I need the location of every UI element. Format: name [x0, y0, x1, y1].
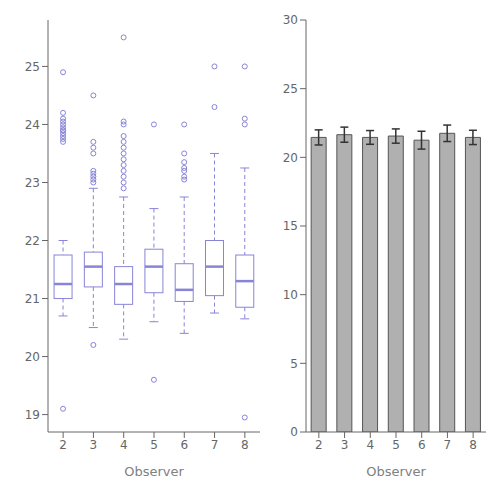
svg-text:20: 20	[283, 151, 298, 165]
svg-text:2: 2	[315, 438, 323, 452]
svg-text:Observer: Observer	[366, 464, 426, 479]
svg-text:3: 3	[341, 438, 349, 452]
svg-text:24: 24	[25, 118, 40, 132]
svg-text:10: 10	[283, 288, 298, 302]
svg-text:23: 23	[25, 176, 40, 190]
svg-text:7: 7	[211, 438, 219, 452]
svg-text:20: 20	[25, 350, 40, 364]
svg-text:8: 8	[241, 438, 249, 452]
svg-text:8: 8	[469, 438, 477, 452]
svg-text:0: 0	[290, 425, 298, 439]
svg-text:Observer: Observer	[124, 464, 184, 479]
svg-text:2: 2	[59, 438, 67, 452]
svg-text:15: 15	[283, 219, 298, 233]
svg-text:4: 4	[120, 438, 128, 452]
svg-text:4: 4	[366, 438, 374, 452]
svg-text:5: 5	[290, 357, 298, 371]
svg-text:5: 5	[392, 438, 400, 452]
svg-text:3: 3	[90, 438, 98, 452]
svg-text:5: 5	[150, 438, 158, 452]
svg-text:25: 25	[283, 82, 298, 96]
svg-text:30: 30	[283, 13, 298, 27]
svg-text:19: 19	[25, 408, 40, 422]
svg-text:25: 25	[25, 60, 40, 74]
svg-text:7: 7	[444, 438, 452, 452]
svg-text:6: 6	[418, 438, 426, 452]
svg-text:22: 22	[25, 234, 40, 248]
svg-text:21: 21	[25, 292, 40, 306]
svg-text:6: 6	[180, 438, 188, 452]
